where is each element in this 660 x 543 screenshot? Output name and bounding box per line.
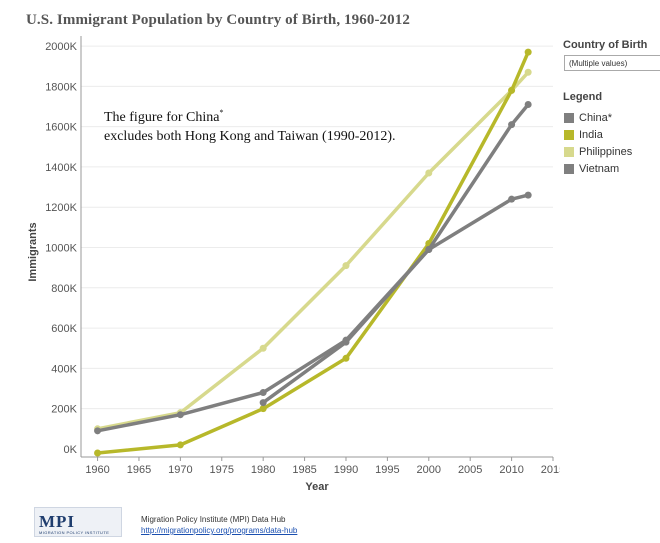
legend-label: India (579, 128, 603, 141)
data-point-vietnam[interactable] (342, 336, 350, 344)
data-point-india[interactable] (524, 48, 532, 56)
mpi-logo: MPI MIGRATION POLICY INSTITUTE (34, 507, 122, 537)
data-point-india[interactable] (94, 449, 102, 457)
x-tick-label: 2015 (541, 464, 560, 476)
china-footnote: The figure for China* excludes both Hong… (104, 103, 396, 146)
legend-label: China* (579, 111, 613, 124)
data-point-vietnam[interactable] (508, 195, 516, 203)
legend-swatch (564, 112, 574, 123)
data-point-philippines[interactable] (342, 262, 350, 270)
series-line-vietnam[interactable] (95, 193, 530, 433)
note-line-2: excludes both Hong Kong and Taiwan (1990… (104, 129, 396, 144)
legend-item-india[interactable]: India (564, 126, 632, 143)
data-point-vietnam[interactable] (94, 427, 102, 435)
y-tick-labels: 0K 200K 400K 600K 800K 1000K 1200K 1400K 1600K 18… (45, 41, 77, 456)
axes (80, 36, 554, 461)
y-tick-label: 2000K (45, 41, 77, 53)
data-point-india[interactable] (176, 441, 184, 449)
country-filter-dropdown[interactable]: (Multiple values) (564, 55, 660, 71)
series-vietnam (94, 191, 532, 435)
source-link[interactable]: http://migrationpolicy.org/programs/data… (141, 526, 298, 535)
note-asterisk: * (219, 108, 224, 117)
x-tick-label: 2000 (417, 464, 441, 476)
source-credit: Migration Policy Institute (MPI) Data Hu… (141, 514, 297, 536)
y-tick-label: 400K (51, 363, 77, 375)
data-point-india[interactable] (342, 354, 350, 362)
legend-item-china[interactable]: China* (564, 109, 632, 126)
x-tick-label: 1980 (251, 464, 275, 476)
x-tick-label: 1965 (127, 464, 151, 476)
legend-label: Philippines (579, 145, 633, 158)
x-tick-labels: 1960 1965 1970 1975 1980 1985 1990 1995 2000 2005… (85, 464, 560, 476)
logo-subtext: MIGRATION POLICY INSTITUTE (39, 530, 110, 535)
x-axis-label: Year (305, 481, 329, 493)
legend-item-philippines[interactable]: Philippines (564, 143, 632, 160)
x-tick-label: 1960 (85, 464, 109, 476)
data-point-china[interactable] (508, 121, 516, 129)
line-chart: 0K 200K 400K 600K 800K 1000K 1200K 1400K 1600K 18… (27, 36, 560, 493)
x-tick-label: 1975 (210, 464, 234, 476)
legend-title: Legend (563, 91, 603, 103)
legend: China* India Philippines Vietnam (564, 109, 632, 177)
legend-swatch (564, 129, 574, 140)
legend-label: Vietnam (579, 162, 620, 175)
series-india (94, 48, 532, 457)
y-tick-label: 600K (51, 323, 77, 335)
legend-swatch (564, 146, 574, 157)
data-point-philippines[interactable] (425, 169, 433, 177)
logo-text: MPI (39, 512, 76, 531)
data-point-india[interactable] (259, 405, 267, 413)
series-lines (94, 48, 532, 457)
data-point-vietnam[interactable] (176, 411, 184, 419)
y-tick-label: 1200K (45, 202, 77, 214)
x-tick-label: 1995 (375, 464, 399, 476)
data-point-philippines[interactable] (524, 68, 532, 76)
data-point-philippines[interactable] (259, 344, 267, 352)
data-point-china[interactable] (524, 100, 532, 108)
y-tick-label: 1600K (45, 122, 77, 134)
y-axis-label: Immigrants (27, 222, 39, 281)
x-tick-label: 1970 (168, 464, 192, 476)
data-point-vietnam[interactable] (524, 191, 532, 199)
filter-label: Country of Birth (563, 39, 648, 51)
data-point-china[interactable] (259, 399, 267, 407)
series-china (259, 100, 532, 407)
data-point-india[interactable] (508, 86, 516, 94)
note-line-1: The figure for China (104, 110, 220, 125)
y-tick-label: 200K (51, 404, 77, 416)
source-name: Migration Policy Institute (MPI) Data Hu… (141, 515, 286, 524)
y-tick-label: 0K (64, 444, 78, 456)
series-line-china[interactable] (261, 102, 530, 405)
y-tick-label: 1800K (45, 81, 77, 93)
y-tick-label: 1000K (45, 243, 77, 255)
legend-swatch (564, 163, 574, 174)
x-tick-label: 2010 (499, 464, 523, 476)
x-tick-label: 1990 (334, 464, 358, 476)
y-tick-label: 1400K (45, 162, 77, 174)
data-point-vietnam[interactable] (259, 389, 267, 397)
chart-title: U.S. Immigrant Population by Country of … (26, 12, 410, 28)
y-tick-label: 800K (51, 283, 77, 295)
gridlines (81, 45, 553, 410)
legend-item-vietnam[interactable]: Vietnam (564, 160, 632, 177)
x-tick-label: 1985 (292, 464, 316, 476)
x-tick-label: 2005 (458, 464, 482, 476)
data-point-vietnam[interactable] (425, 246, 433, 254)
